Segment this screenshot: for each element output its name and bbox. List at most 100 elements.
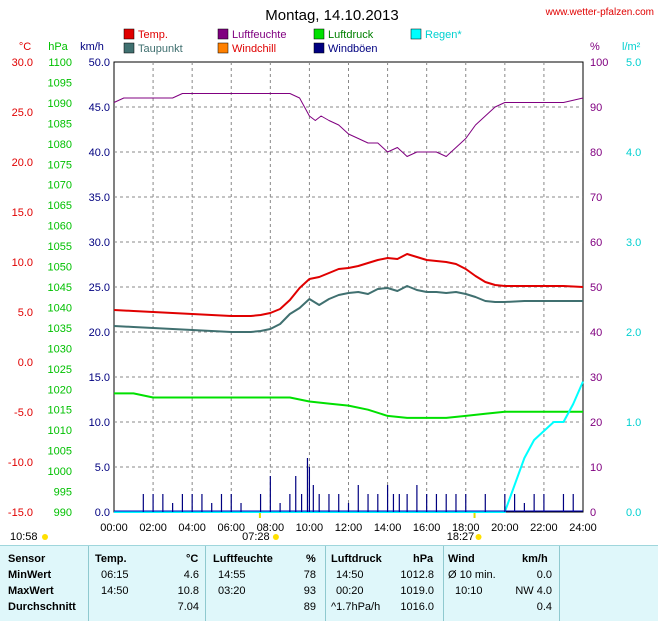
pressure-tick-label: 1075 bbox=[48, 159, 72, 171]
wind-tick-label: 15.0 bbox=[89, 372, 110, 384]
max-wind-time: 10:10 bbox=[455, 585, 483, 597]
temp-tick-label: 30.0 bbox=[12, 57, 33, 69]
series-line-temp bbox=[113, 253, 584, 317]
wind-tick-label: 50.0 bbox=[89, 57, 110, 69]
humidity-axis-unit: % bbox=[590, 41, 600, 53]
rain-tick-label: 4.0 bbox=[626, 147, 641, 159]
x-tick-label: 14:00 bbox=[374, 522, 402, 534]
avg-hum: 89 bbox=[303, 601, 316, 613]
humidity-tick-label: 40 bbox=[590, 327, 602, 339]
legend-swatch bbox=[123, 28, 135, 40]
x-tick-label: 22:00 bbox=[530, 522, 558, 534]
legend-swatch bbox=[313, 28, 325, 40]
header-sensor: Sensor bbox=[8, 553, 46, 565]
max-temp: 10.8 bbox=[177, 585, 199, 597]
temp-tick-label: 20.0 bbox=[12, 157, 33, 169]
min-hum-time: 14:55 bbox=[218, 569, 246, 581]
humidity-tick-label: 30 bbox=[590, 372, 602, 384]
avg-press: 1016.0 bbox=[400, 601, 434, 613]
legend-swatch bbox=[123, 42, 135, 54]
pressure-tick-label: 1100 bbox=[48, 57, 72, 69]
header-temp: Temp. bbox=[95, 553, 127, 565]
max-temp-time: 14:50 bbox=[101, 585, 129, 597]
min-wind-time: Ø 10 min. bbox=[448, 569, 496, 581]
source-link[interactable]: www.wetter-pfalzen.com bbox=[545, 7, 654, 18]
pressure-tick-label: 1025 bbox=[48, 364, 72, 376]
legend-swatch bbox=[410, 28, 422, 40]
header-wind: Wind bbox=[448, 553, 475, 565]
avg-temp: 7.04 bbox=[177, 601, 199, 613]
pressure-axis-unit: hPa bbox=[48, 41, 68, 53]
header-temp-unit: °C bbox=[186, 553, 199, 565]
wind-tick-label: 45.0 bbox=[89, 102, 110, 114]
pressure-tick-label: 1005 bbox=[48, 446, 72, 458]
temp-tick-label: 0.0 bbox=[18, 357, 33, 369]
humidity-tick-label: 20 bbox=[590, 417, 602, 429]
pressure-tick-label: 990 bbox=[54, 507, 72, 519]
avg-label: Durchschnitt bbox=[8, 601, 76, 613]
weather-chart: 00:00 02:00 04:00 06:00 08:00 10:00 12:00 14:00… bbox=[8, 7, 654, 543]
pressure-tick-label: 1060 bbox=[48, 221, 72, 233]
min-temp: 4.6 bbox=[183, 569, 199, 581]
pressure-tick-label: 1055 bbox=[48, 241, 72, 253]
temp-tick-label: 10.0 bbox=[12, 257, 33, 269]
stats-max-row: MaxWert 14:50 10.8 03:20 93 00:20 1019.0… bbox=[0, 585, 658, 601]
max-hum: 93 bbox=[303, 585, 316, 597]
x-tick-label: 00:00 bbox=[100, 522, 128, 534]
pressure-tick-label: 1015 bbox=[48, 405, 72, 417]
temp-tick-label: -10.0 bbox=[8, 457, 33, 469]
humidity-tick-label: 80 bbox=[590, 147, 602, 159]
humidity-tick-label: 60 bbox=[590, 237, 602, 249]
legend-label: Taupunkt bbox=[138, 43, 183, 55]
pressure-tick-label: 1030 bbox=[48, 343, 72, 355]
wind-tick-label: 5.0 bbox=[95, 462, 110, 474]
min-hum: 78 bbox=[303, 569, 316, 581]
humidity-tick-label: 0 bbox=[590, 507, 596, 519]
max-wind: NW 4.0 bbox=[515, 585, 552, 597]
x-tick-label: 18:00 bbox=[452, 522, 480, 534]
pressure-tick-label: 1050 bbox=[48, 262, 72, 274]
x-tick-label: 02:00 bbox=[139, 522, 167, 534]
humidity-tick-label: 10 bbox=[590, 462, 602, 474]
temp-tick-label: 15.0 bbox=[12, 207, 33, 219]
min-temp-time: 06:15 bbox=[101, 569, 129, 581]
legend-swatch bbox=[217, 28, 229, 40]
pressure-tick-label: 1080 bbox=[48, 139, 72, 151]
pressure-tick-label: 1085 bbox=[48, 118, 72, 130]
stats-min-row: MinWert 06:15 4.6 14:55 78 14:50 1012.8 … bbox=[0, 569, 658, 585]
humidity-tick-label: 100 bbox=[590, 57, 608, 69]
legend-swatch bbox=[313, 42, 325, 54]
rain-tick-label: 3.0 bbox=[626, 237, 641, 249]
max-press: 1019.0 bbox=[400, 585, 434, 597]
min-label: MinWert bbox=[8, 569, 52, 581]
wind-tick-label: 30.0 bbox=[89, 237, 110, 249]
rain-tick-label: 5.0 bbox=[626, 57, 641, 69]
pressure-tick-label: 1010 bbox=[48, 425, 72, 437]
stats-header-row: Sensor Temp. °C Luftfeuchte % Luftdruck … bbox=[0, 553, 658, 569]
x-tick-label: 04:00 bbox=[178, 522, 206, 534]
header-wind-unit: km/h bbox=[522, 553, 548, 565]
header-pressure-unit: hPa bbox=[413, 553, 434, 565]
sunset-time: 18:27 bbox=[447, 531, 475, 543]
sunrise-marker bbox=[272, 534, 279, 540]
rain-tick-label: 0.0 bbox=[626, 507, 641, 519]
pressure-tick-label: 1095 bbox=[48, 77, 72, 89]
x-tick-label: 12:00 bbox=[335, 522, 363, 534]
legend-label: Windchill bbox=[232, 43, 276, 55]
avg-press-trend: ^1.7hPa/h bbox=[331, 601, 381, 613]
pressure-tick-label: 1020 bbox=[48, 384, 72, 396]
header-humidity-unit: % bbox=[306, 553, 316, 565]
sunrise-time: 07:28 bbox=[242, 531, 270, 543]
wind-tick-label: 20.0 bbox=[89, 327, 110, 339]
legend-swatch bbox=[217, 42, 229, 54]
series-line-taupunkt bbox=[113, 285, 583, 333]
legend-label: Luftfeuchte bbox=[232, 29, 286, 41]
legend-label: Luftdruck bbox=[328, 29, 374, 41]
pressure-tick-label: 995 bbox=[54, 487, 72, 499]
wind-axis-unit: km/h bbox=[80, 41, 104, 53]
humidity-tick-label: 50 bbox=[590, 282, 602, 294]
temp-tick-label: -15.0 bbox=[8, 507, 33, 519]
legend-label: Windböen bbox=[328, 43, 378, 55]
pressure-tick-label: 1065 bbox=[48, 200, 72, 212]
moonrise-marker bbox=[42, 534, 48, 540]
